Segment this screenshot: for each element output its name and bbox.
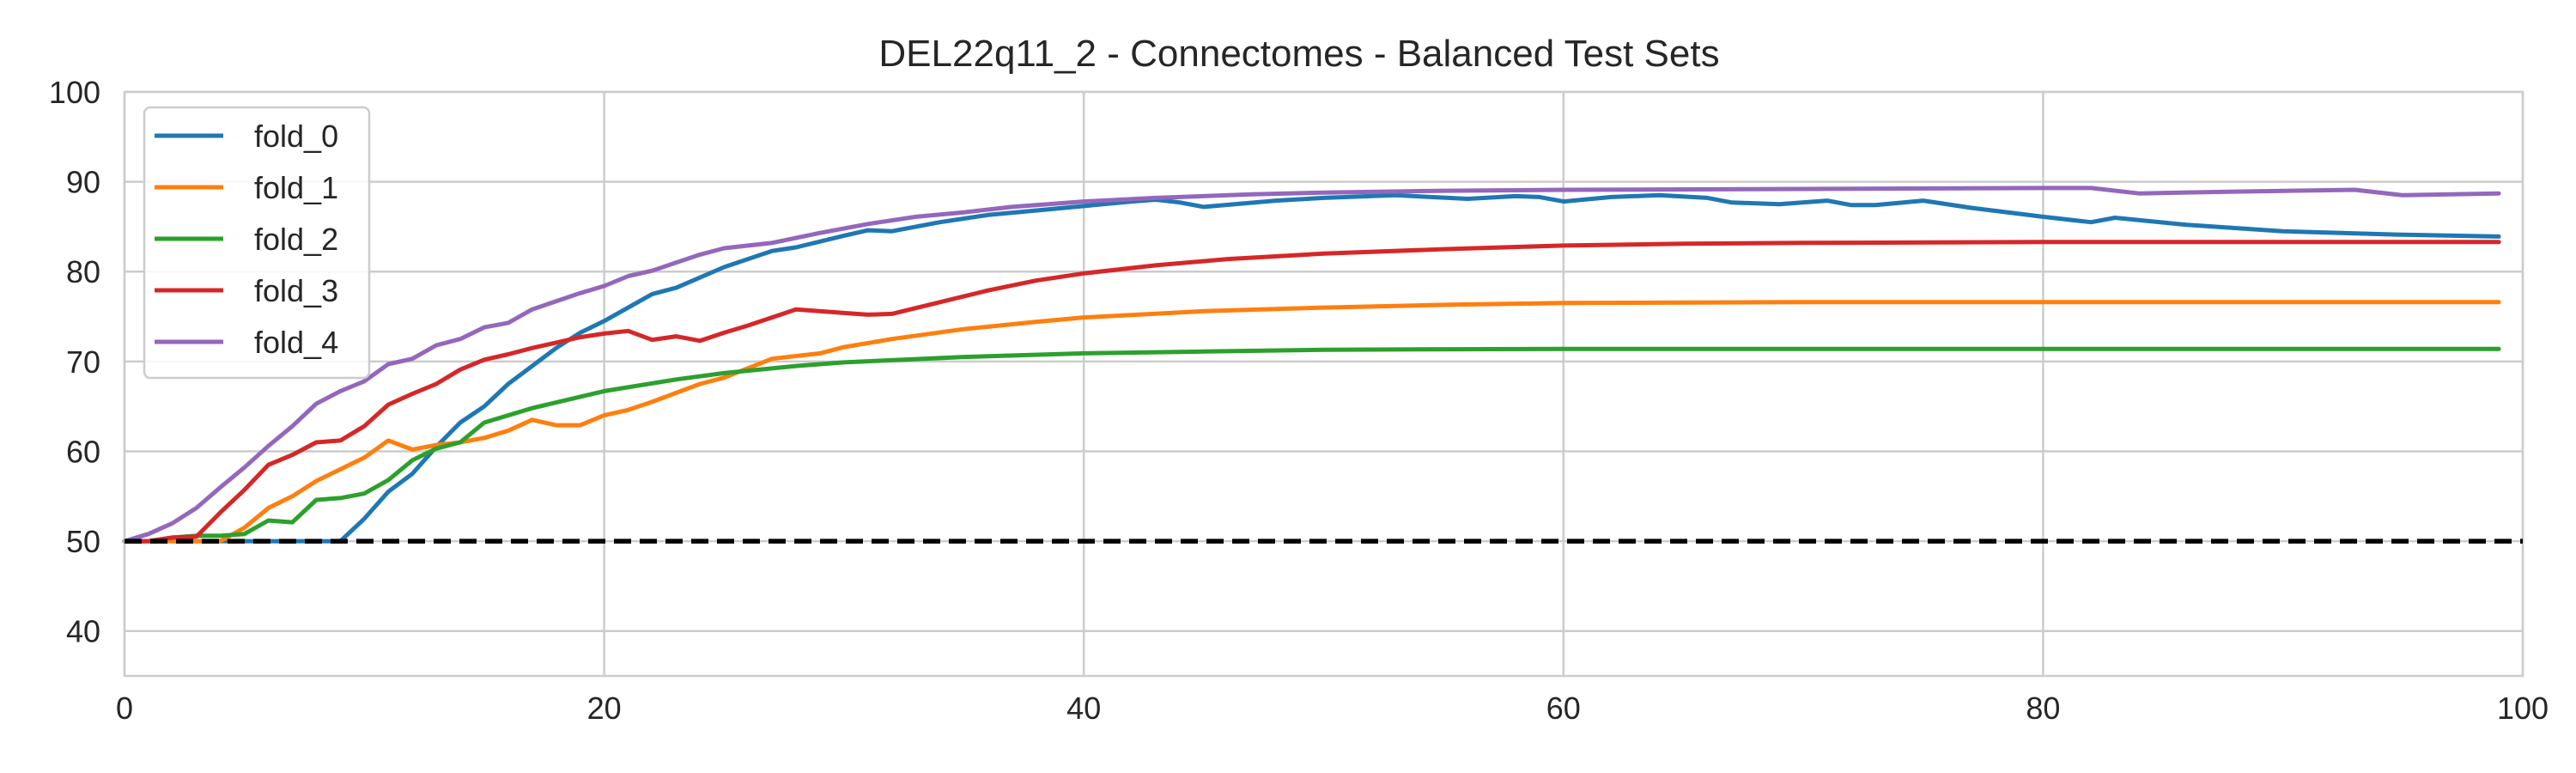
plot-area	[125, 92, 2523, 676]
series-line-fold-2	[122, 346, 2501, 544]
x-tick-label: 20	[587, 691, 622, 726]
series-line-fold-1	[122, 300, 2501, 544]
y-tick-label: 50	[66, 524, 100, 559]
series-lines	[122, 186, 2501, 544]
legend-label: fold_0	[254, 119, 338, 154]
x-tick-label: 40	[1066, 691, 1101, 726]
y-tick-label: 90	[66, 165, 100, 200]
x-tick-labels: 0 20 40 60 80 100	[116, 691, 2549, 726]
chart-title: DEL22q11_2 - Connectomes - Balanced Test…	[878, 33, 1719, 75]
x-tick-label: 0	[116, 691, 133, 726]
legend-box	[143, 106, 371, 380]
legend-label: fold_2	[254, 222, 338, 257]
x-tick-label: 80	[2026, 691, 2060, 726]
x-tick-label: 100	[2497, 691, 2549, 726]
legend: fold_0 fold_1 fold_2 fold_3 fold_4	[143, 106, 371, 380]
series-line-fold-4	[122, 186, 2501, 544]
y-tick-label: 80	[66, 254, 100, 289]
x-tick-label: 60	[1546, 691, 1581, 726]
y-tick-label: 70	[66, 344, 100, 380]
plot-border	[123, 90, 2524, 678]
y-tick-label: 60	[66, 434, 100, 469]
legend-label: fold_4	[254, 325, 338, 360]
y-tick-label: 40	[66, 614, 100, 649]
legend-label: fold_1	[254, 170, 338, 205]
y-tick-labels: 40 50 60 70 80 90 100	[49, 75, 100, 649]
y-tick-label: 100	[49, 75, 100, 110]
legend-label: fold_3	[254, 273, 338, 308]
series-line-fold-3	[122, 240, 2501, 544]
